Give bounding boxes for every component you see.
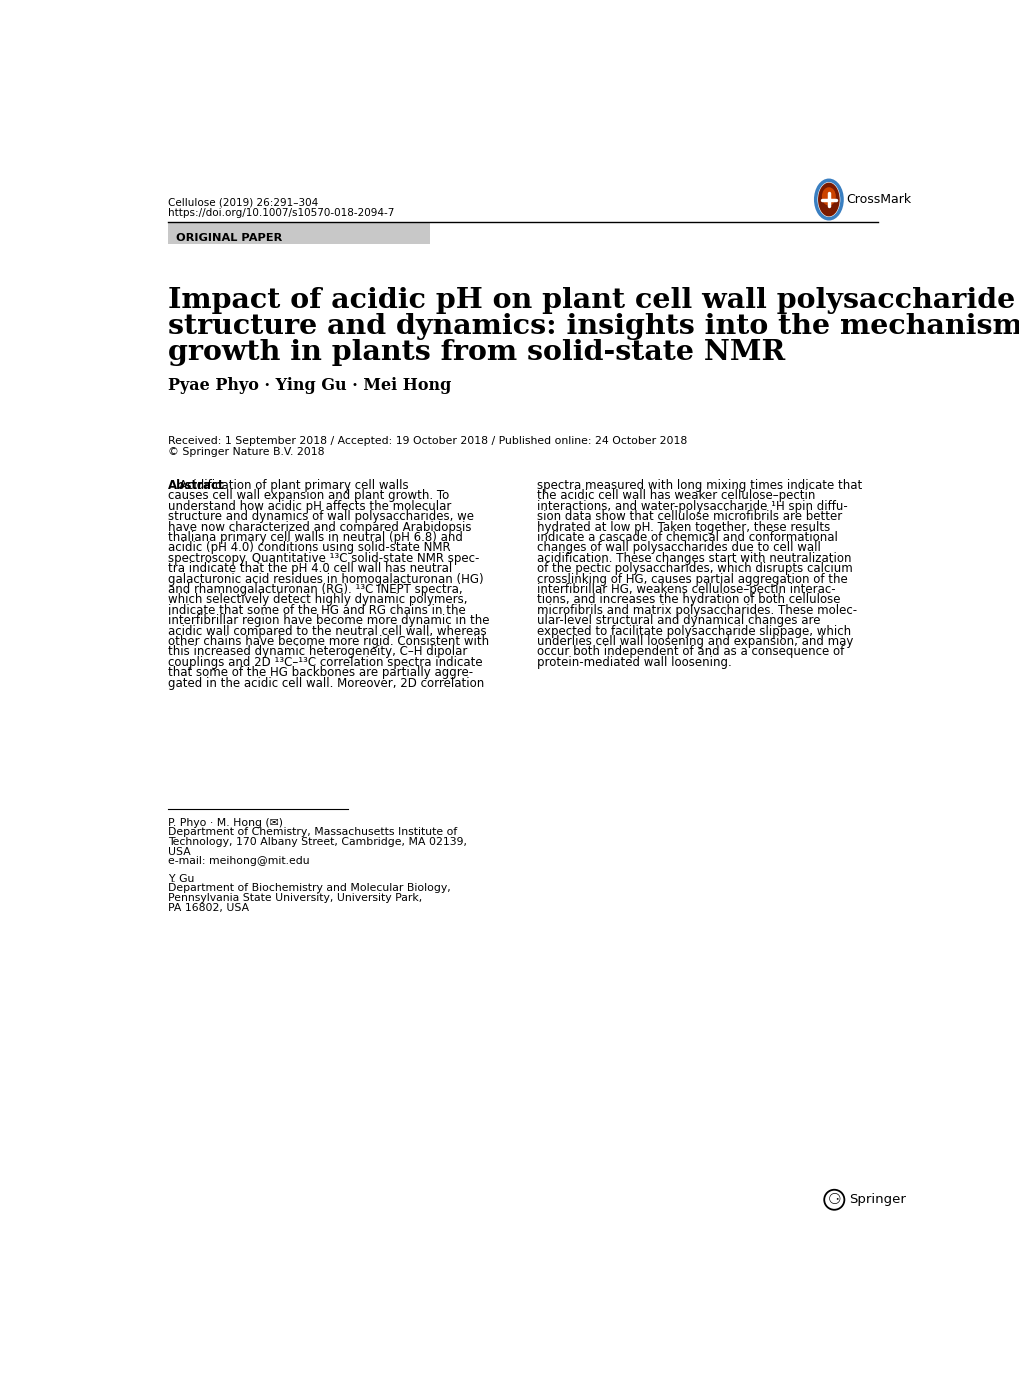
Text: thaliana primary cell walls in neutral (pH 6.8) and: thaliana primary cell walls in neutral (…	[168, 530, 463, 544]
Text: which selectively detect highly dynamic polymers,: which selectively detect highly dynamic …	[168, 594, 467, 606]
Text: Springer: Springer	[848, 1193, 905, 1206]
Text: and rhamnogalacturonan (RG). ¹³C INEPT spectra,: and rhamnogalacturonan (RG). ¹³C INEPT s…	[168, 583, 462, 596]
Text: Department of Biochemistry and Molecular Biology,: Department of Biochemistry and Molecular…	[168, 883, 450, 893]
Text: causes cell wall expansion and plant growth. To: causes cell wall expansion and plant gro…	[168, 489, 448, 503]
Text: interactions, and water-polysaccharide ¹H spin diffu-: interactions, and water-polysaccharide ¹…	[536, 500, 847, 513]
Text: structure and dynamics of wall polysaccharides, we: structure and dynamics of wall polysacch…	[168, 510, 474, 523]
Text: protein-mediated wall loosening.: protein-mediated wall loosening.	[536, 655, 731, 669]
Text: of the pectic polysaccharides, which disrupts calcium: of the pectic polysaccharides, which dis…	[536, 562, 852, 576]
Text: spectroscopy. Quantitative ¹³C solid-state NMR spec-: spectroscopy. Quantitative ¹³C solid-sta…	[168, 552, 479, 565]
Text: acidic wall compared to the neutral cell wall, whereas: acidic wall compared to the neutral cell…	[168, 625, 486, 638]
Text: Pennsylvania State University, University Park,: Pennsylvania State University, Universit…	[168, 893, 422, 903]
Text: the acidic cell wall has weaker cellulose–pectin: the acidic cell wall has weaker cellulos…	[536, 489, 814, 503]
Text: tra indicate that the pH 4.0 cell wall has neutral: tra indicate that the pH 4.0 cell wall h…	[168, 562, 451, 576]
Text: Cellulose (2019) 26:291–304: Cellulose (2019) 26:291–304	[168, 198, 318, 207]
Text: spectra measured with long mixing times indicate that: spectra measured with long mixing times …	[536, 480, 861, 492]
Bar	[168, 224, 429, 245]
Text: Y. Gu: Y. Gu	[168, 874, 194, 883]
Text: indicate a cascade of chemical and conformational: indicate a cascade of chemical and confo…	[536, 530, 837, 544]
Text: e-mail: meihong@mit.edu: e-mail: meihong@mit.edu	[168, 856, 309, 867]
Text: hydrated at low pH. Taken together, these results: hydrated at low pH. Taken together, thes…	[536, 521, 829, 533]
Text: ORIGINAL PAPER: ORIGINAL PAPER	[176, 232, 282, 243]
Text: acidic (pH 4.0) conditions using solid-state NMR: acidic (pH 4.0) conditions using solid-s…	[168, 541, 450, 555]
Text: underlies cell wall loosening and expansion, and may: underlies cell wall loosening and expans…	[536, 635, 852, 649]
Text: CrossMark: CrossMark	[845, 192, 910, 206]
Text: microfibrils and matrix polysaccharides. These molec-: microfibrils and matrix polysaccharides.…	[536, 603, 856, 617]
Text: PA 16802, USA: PA 16802, USA	[168, 903, 249, 912]
Text: have now characterized and compared Arabidopsis: have now characterized and compared Arab…	[168, 521, 471, 533]
Text: interfibrillar HG, weakens cellulose–pectin interac-: interfibrillar HG, weakens cellulose–pec…	[536, 583, 835, 596]
Text: Acidification of plant primary cell walls: Acidification of plant primary cell wall…	[168, 480, 408, 492]
Text: Technology, 170 Albany Street, Cambridge, MA 02139,: Technology, 170 Albany Street, Cambridge…	[168, 837, 467, 848]
Text: Department of Chemistry, Massachusetts Institute of: Department of Chemistry, Massachusetts I…	[168, 827, 457, 838]
Text: sion data show that cellulose microfibrils are better: sion data show that cellulose microfibri…	[536, 510, 841, 523]
Text: acidification. These changes start with neutralization: acidification. These changes start with …	[536, 552, 851, 565]
Ellipse shape	[817, 183, 839, 217]
Text: this increased dynamic heterogeneity, C–H dipolar: this increased dynamic heterogeneity, C–…	[168, 646, 467, 658]
Text: understand how acidic pH affects the molecular: understand how acidic pH affects the mol…	[168, 500, 450, 513]
Text: © Springer Nature B.V. 2018: © Springer Nature B.V. 2018	[168, 448, 324, 458]
Text: tions, and increases the hydration of both cellulose: tions, and increases the hydration of bo…	[536, 594, 840, 606]
Text: couplings and 2D ¹³C–¹³C correlation spectra indicate: couplings and 2D ¹³C–¹³C correlation spe…	[168, 655, 482, 669]
Text: interfibrillar region have become more dynamic in the: interfibrillar region have become more d…	[168, 614, 489, 627]
Text: Received: 1 September 2018 / Accepted: 19 October 2018 / Published online: 24 Oc: Received: 1 September 2018 / Accepted: 1…	[168, 436, 687, 447]
Text: https://doi.org/10.1007/s10570-018-2094-7: https://doi.org/10.1007/s10570-018-2094-…	[168, 207, 393, 218]
Text: that some of the HG backbones are partially aggre-: that some of the HG backbones are partia…	[168, 666, 473, 679]
Text: growth in plants from solid-state NMR: growth in plants from solid-state NMR	[168, 339, 785, 365]
Text: other chains have become more rigid. Consistent with: other chains have become more rigid. Con…	[168, 635, 488, 649]
Text: Abstract: Abstract	[168, 480, 224, 492]
Text: changes of wall polysaccharides due to cell wall: changes of wall polysaccharides due to c…	[536, 541, 819, 555]
Ellipse shape	[821, 187, 835, 206]
Text: crosslinking of HG, causes partial aggregation of the: crosslinking of HG, causes partial aggre…	[536, 573, 847, 585]
Text: gated in the acidic cell wall. Moreover, 2D correlation: gated in the acidic cell wall. Moreover,…	[168, 676, 484, 690]
Text: structure and dynamics: insights into the mechanism of acid: structure and dynamics: insights into th…	[168, 313, 1019, 339]
Text: indicate that some of the HG and RG chains in the: indicate that some of the HG and RG chai…	[168, 603, 465, 617]
Text: Impact of acidic pH on plant cell wall polysaccharide: Impact of acidic pH on plant cell wall p…	[168, 287, 1014, 313]
Text: USA: USA	[168, 846, 191, 857]
Text: galacturonic acid residues in homogalacturonan (HG): galacturonic acid residues in homogalact…	[168, 573, 483, 585]
Text: ular-level structural and dynamical changes are: ular-level structural and dynamical chan…	[536, 614, 819, 627]
Text: expected to facilitate polysaccharide slippage, which: expected to facilitate polysaccharide sl…	[536, 625, 850, 638]
Text: occur both independent of and as a consequence of: occur both independent of and as a conse…	[536, 646, 843, 658]
Text: ⚆: ⚆	[826, 1193, 841, 1208]
Text: Pyae Phyo · Ying Gu · Mei Hong: Pyae Phyo · Ying Gu · Mei Hong	[168, 376, 450, 393]
Text: P. Phyo · M. Hong (✉): P. Phyo · M. Hong (✉)	[168, 818, 282, 829]
